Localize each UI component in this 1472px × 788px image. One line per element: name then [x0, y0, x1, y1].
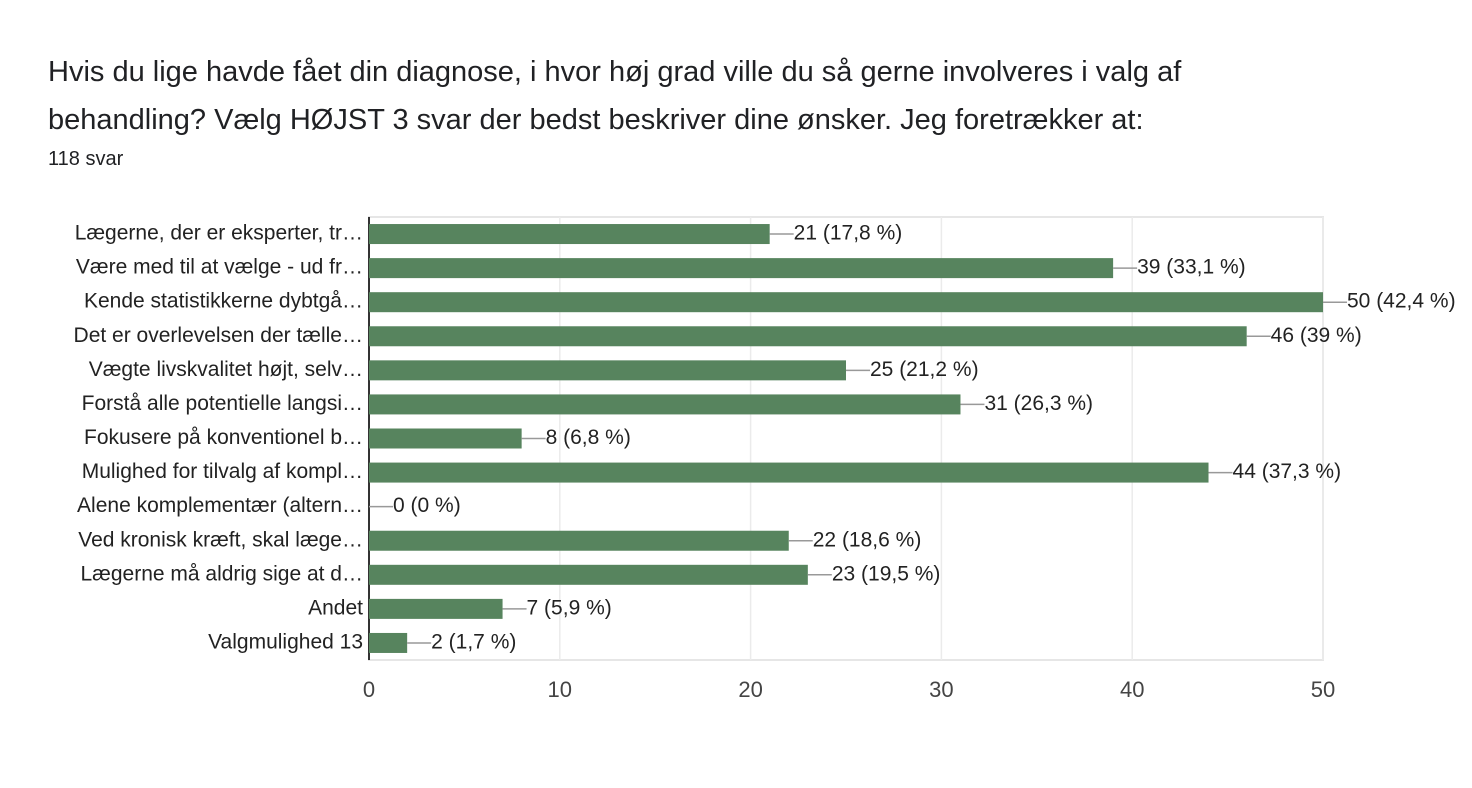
y-tick-label: Valgmulighed 13 [208, 631, 363, 654]
bar [369, 428, 522, 449]
y-tick-label: Fokusere på konventionel b… [84, 426, 363, 449]
value-label: 25 (21,2 %) [870, 358, 979, 381]
value-label: 22 (18,6 %) [813, 528, 922, 551]
y-tick-label: Alene komplementær (altern… [77, 494, 363, 517]
y-tick-label: Andet [308, 596, 363, 619]
value-label: 39 (33,1 %) [1137, 256, 1246, 279]
x-tick-label: 50 [1311, 677, 1335, 702]
y-tick-label: Være med til at vælge - ud fr… [76, 256, 363, 279]
value-label: 50 (42,4 %) [1347, 290, 1456, 313]
value-label: 2 (1,7 %) [431, 631, 516, 654]
x-tick-label: 30 [929, 677, 953, 702]
y-tick-label: Ved kronisk kræft, skal læge… [78, 528, 363, 551]
bar [369, 224, 770, 245]
y-tick-label: Kende statistikkerne dybtgå… [84, 290, 363, 313]
value-label: 8 (6,8 %) [546, 426, 631, 449]
value-label: 44 (37,3 %) [1233, 460, 1342, 483]
bar [369, 564, 808, 585]
response-count: 118 svar [48, 148, 124, 170]
value-label: 46 (39 %) [1271, 324, 1362, 347]
bar [369, 632, 408, 653]
bar [369, 360, 846, 381]
chart-title: Hvis du lige havde fået din diagnose, i … [48, 56, 1182, 136]
bar [369, 598, 503, 619]
y-tick-label: Vægte livskvalitet højt, selv… [89, 358, 363, 381]
bar [369, 462, 1209, 483]
bar [369, 292, 1323, 313]
bar [369, 394, 961, 415]
value-label: 0 (0 %) [393, 494, 461, 517]
bar [369, 530, 789, 551]
bar [369, 258, 1114, 279]
value-label: 23 (19,5 %) [832, 562, 941, 585]
y-tick-label: Lægerne må aldrig sige at d… [81, 562, 364, 585]
x-tick-label: 10 [548, 677, 572, 702]
value-label: 7 (5,9 %) [527, 596, 612, 619]
value-label: 21 (17,8 %) [794, 222, 903, 245]
value-label: 31 (26,3 %) [984, 392, 1093, 415]
y-tick-label: Lægerne, der er eksperter, tr… [75, 222, 363, 245]
x-tick-label: 0 [363, 677, 375, 702]
y-tick-label: Det er overlevelsen der tælle… [74, 324, 363, 347]
y-tick-label: Mulighed for tilvalg af kompl… [82, 460, 363, 483]
bar [369, 326, 1247, 347]
x-tick-label: 40 [1120, 677, 1144, 702]
y-tick-label: Forstå alle potentielle langsi… [82, 392, 363, 415]
x-tick-label: 20 [738, 677, 762, 702]
